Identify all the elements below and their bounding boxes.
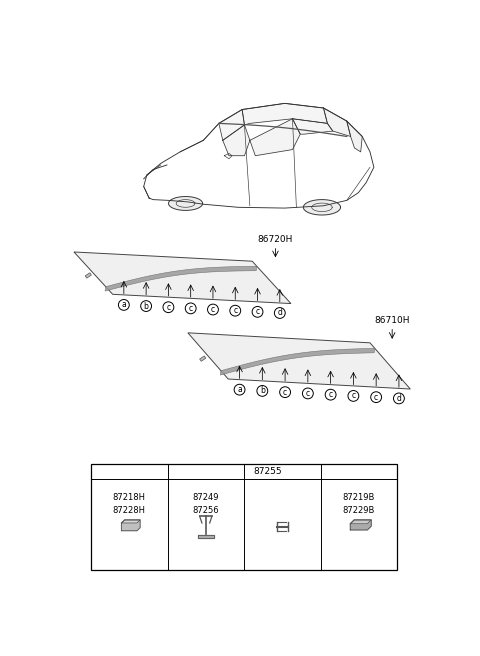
Circle shape <box>302 388 313 399</box>
Circle shape <box>257 386 268 396</box>
Text: d: d <box>327 468 331 474</box>
Circle shape <box>325 389 336 400</box>
Text: 86710H: 86710H <box>374 316 410 325</box>
Circle shape <box>141 300 152 312</box>
Polygon shape <box>200 356 206 361</box>
Polygon shape <box>220 348 375 375</box>
Text: 87218H
87228H: 87218H 87228H <box>113 493 146 515</box>
Text: d: d <box>277 308 282 318</box>
Circle shape <box>275 308 285 318</box>
Text: c: c <box>167 302 170 312</box>
Polygon shape <box>350 520 371 523</box>
FancyBboxPatch shape <box>91 464 397 570</box>
Text: d: d <box>396 394 401 403</box>
Polygon shape <box>303 199 340 215</box>
Polygon shape <box>242 104 327 125</box>
Text: c: c <box>374 393 378 401</box>
Text: a: a <box>237 385 242 394</box>
Circle shape <box>348 390 359 401</box>
Text: c: c <box>233 306 237 315</box>
Text: a: a <box>97 468 102 474</box>
Text: 86720H: 86720H <box>258 236 293 244</box>
Polygon shape <box>121 520 140 523</box>
Polygon shape <box>198 535 214 538</box>
Circle shape <box>324 466 334 476</box>
Circle shape <box>119 300 129 310</box>
Polygon shape <box>250 119 300 155</box>
Text: c: c <box>351 392 356 400</box>
Text: c: c <box>255 308 260 316</box>
Text: c: c <box>306 389 310 398</box>
Circle shape <box>207 304 218 315</box>
Circle shape <box>371 392 382 403</box>
Polygon shape <box>347 121 362 152</box>
Polygon shape <box>292 119 333 134</box>
Polygon shape <box>324 108 350 136</box>
Polygon shape <box>219 110 244 140</box>
Text: 87219B
87229B: 87219B 87229B <box>343 493 375 515</box>
Circle shape <box>280 387 290 398</box>
Text: 87249
87256: 87249 87256 <box>192 493 219 515</box>
Polygon shape <box>350 520 371 530</box>
Text: c: c <box>283 388 287 397</box>
Circle shape <box>185 303 196 314</box>
Circle shape <box>171 466 181 476</box>
Text: a: a <box>121 300 126 310</box>
Circle shape <box>394 393 404 404</box>
Polygon shape <box>168 197 203 211</box>
Circle shape <box>95 466 105 476</box>
Polygon shape <box>121 520 140 531</box>
Circle shape <box>252 306 263 318</box>
Text: c: c <box>328 390 333 399</box>
Text: c: c <box>211 305 215 314</box>
Polygon shape <box>74 252 291 304</box>
Text: c: c <box>251 468 254 474</box>
Text: 87255: 87255 <box>254 467 282 476</box>
Text: b: b <box>260 386 265 396</box>
Polygon shape <box>223 125 250 155</box>
Polygon shape <box>188 333 410 389</box>
Text: b: b <box>174 468 178 474</box>
Circle shape <box>230 305 240 316</box>
Text: c: c <box>189 304 193 313</box>
Polygon shape <box>85 273 91 278</box>
Circle shape <box>234 384 245 395</box>
Circle shape <box>248 466 258 476</box>
Text: b: b <box>144 302 148 310</box>
Polygon shape <box>105 266 257 291</box>
Circle shape <box>163 302 174 313</box>
